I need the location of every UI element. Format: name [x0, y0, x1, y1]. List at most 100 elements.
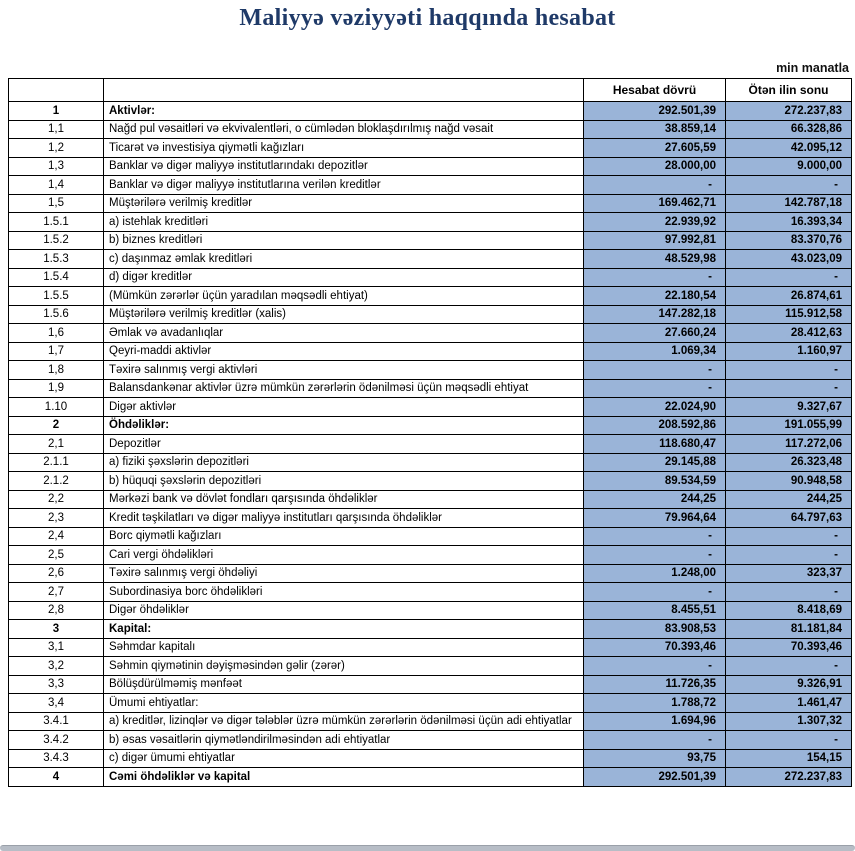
value-current-cell: 29.145,88	[583, 452, 726, 472]
value-current-cell: 28.000,00	[583, 156, 726, 176]
value-previous-cell: -	[725, 656, 852, 676]
row-number-cell: 2,1	[8, 434, 104, 454]
value-previous-cell: 8.418,69	[725, 600, 852, 620]
header-number-cell	[8, 78, 104, 102]
value-previous-cell: 43.023,09	[725, 249, 852, 269]
value-current-cell: 8.455,51	[583, 600, 726, 620]
value-previous-cell: 142.787,18	[725, 193, 852, 213]
row-description-cell: (Mümkün zərərlər üçün yaradılan məqsədli…	[103, 286, 584, 306]
row-number-cell: 1,5	[8, 193, 104, 213]
row-number-cell: 1.5.3	[8, 249, 104, 269]
value-previous-cell: 26.874,61	[725, 286, 852, 306]
table-row: 1 Aktivlər: 292.501,39 272.237,83	[8, 101, 852, 121]
row-number-cell: 1,2	[8, 138, 104, 158]
value-current-cell: 1.248,00	[583, 563, 726, 583]
value-current-cell: 79.964,64	[583, 508, 726, 528]
value-previous-cell: -	[725, 378, 852, 398]
row-description-cell: Kapital:	[103, 619, 584, 639]
table-row: 1,3 Banklar və digər maliyyə institutları…	[8, 156, 852, 176]
value-previous-cell: -	[725, 175, 852, 195]
row-description-cell: Balansdankənar aktivlər üzrə mümkün zərə…	[103, 378, 584, 398]
row-description-cell: Subordinasiya borc öhdəlikləri	[103, 582, 584, 602]
financial-statement-table: Hesabat dövrü Ötən ilin sonu 1 Aktivlər: 2…	[8, 78, 852, 787]
value-current-cell: 22.180,54	[583, 286, 726, 306]
value-current-cell: 93,75	[583, 748, 726, 768]
row-number-cell: 1,9	[8, 378, 104, 398]
value-current-cell: 169.462,71	[583, 193, 726, 213]
value-previous-cell: 9.326,91	[725, 674, 852, 694]
value-current-cell: 1.694,96	[583, 711, 726, 731]
value-current-cell: 1.069,34	[583, 341, 726, 361]
row-number-cell: 1,1	[8, 119, 104, 139]
table-row: 2.1.1 a) fiziki şəxslərin depozitləri 29.1…	[8, 452, 852, 472]
value-previous-cell: -	[725, 545, 852, 565]
table-row: 2,4 Borc qiymətli kağızları - -	[8, 526, 852, 546]
table-row: 1,5 Müştərilərə verilmiş kreditlər 169.462…	[8, 193, 852, 213]
table-row: 3,2 Səhmin qiymətinin dəyişməsindən gəlir…	[8, 656, 852, 676]
value-current-cell: 244,25	[583, 489, 726, 509]
row-description-cell: Digər aktivlər	[103, 397, 584, 417]
row-number-cell: 3,4	[8, 693, 104, 713]
row-description-cell: Mərkəzi bank və dövlət fondları qarşısın…	[103, 489, 584, 509]
page-title: Maliyyə vəziyyəti haqqında hesabat	[239, 5, 616, 31]
row-description-cell: Cəmi öhdəliklər və kapital	[103, 767, 584, 787]
table-row: 3 Kapital: 83.908,53 81.181,84	[8, 619, 852, 639]
value-current-cell: -	[583, 360, 726, 380]
table-row: 1,8 Təxirə salınmış vergi aktivləri - -	[8, 360, 852, 380]
value-previous-cell: 244,25	[725, 489, 852, 509]
table-row: 3,3 Bölüşdürülməmiş mənfəət 11.726,35 9.326…	[8, 674, 852, 694]
table-row: 1.5.1 a) istehlak kreditləri 22.939,92 16.3…	[8, 212, 852, 232]
row-number-cell: 2,3	[8, 508, 104, 528]
table-row: 2,6 Təxirə salınmış vergi öhdəliyi 1.248,0…	[8, 563, 852, 583]
value-current-cell: 1.788,72	[583, 693, 726, 713]
row-number-cell: 1,6	[8, 323, 104, 343]
header-current-period: Hesabat dövrü	[583, 78, 726, 102]
row-number-cell: 1,3	[8, 156, 104, 176]
row-description-cell: a) fiziki şəxslərin depozitləri	[103, 452, 584, 472]
value-current-cell: -	[583, 545, 726, 565]
row-number-cell: 4	[8, 767, 104, 787]
row-number-cell: 2,5	[8, 545, 104, 565]
row-description-cell: d) digər kreditlər	[103, 267, 584, 287]
value-current-cell: 208.592,86	[583, 415, 726, 435]
table-row: 2,3 Kredit təşkilatları və digər maliyyə …	[8, 508, 852, 528]
table-row: 1,9 Balansdankənar aktivlər üzrə mümkün z…	[8, 378, 852, 398]
value-current-cell: 22.939,92	[583, 212, 726, 232]
row-number-cell: 3.4.2	[8, 730, 104, 750]
value-previous-cell: 16.393,34	[725, 212, 852, 232]
value-current-cell: 38.859,14	[583, 119, 726, 139]
table-row: 1.5.3 c) daşınmaz əmlak kreditləri 48.529,…	[8, 249, 852, 269]
value-current-cell: -	[583, 656, 726, 676]
value-current-cell: -	[583, 267, 726, 287]
row-number-cell: 1.5.5	[8, 286, 104, 306]
row-number-cell: 3	[8, 619, 104, 639]
value-current-cell: 292.501,39	[583, 101, 726, 121]
value-previous-cell: -	[725, 267, 852, 287]
value-previous-cell: 272.237,83	[725, 101, 852, 121]
header-previous-year-end: Ötən ilin sonu	[725, 78, 852, 102]
row-description-cell: Müştərilərə verilmiş kreditlər	[103, 193, 584, 213]
row-number-cell: 1.10	[8, 397, 104, 417]
row-number-cell: 3,3	[8, 674, 104, 694]
row-description-cell: Kredit təşkilatları və digər maliyyə ins…	[103, 508, 584, 528]
row-description-cell: b) biznes kreditləri	[103, 230, 584, 250]
row-description-cell: Təxirə salınmış vergi aktivləri	[103, 360, 584, 380]
value-previous-cell: 1.307,32	[725, 711, 852, 731]
row-description-cell: Nağd pul vəsaitləri və ekvivalentləri, o…	[103, 119, 584, 139]
row-number-cell: 1,7	[8, 341, 104, 361]
value-current-cell: 89.534,59	[583, 471, 726, 491]
row-number-cell: 3,2	[8, 656, 104, 676]
value-current-cell: 27.660,24	[583, 323, 726, 343]
value-previous-cell: 9.327,67	[725, 397, 852, 417]
row-description-cell: a) kreditlər, lizinqlər və digər tələblə…	[103, 711, 584, 731]
row-number-cell: 2,8	[8, 600, 104, 620]
row-number-cell: 2,4	[8, 526, 104, 546]
table-row: 1,1 Nağd pul vəsaitləri və ekvivalentləri…	[8, 119, 852, 139]
row-description-cell: Ticarət və investisiya qiymətli kağızlar…	[103, 138, 584, 158]
value-previous-cell: 90.948,58	[725, 471, 852, 491]
row-description-cell: Müştərilərə verilmiş kreditlər (xalis)	[103, 304, 584, 324]
value-current-cell: 97.992,81	[583, 230, 726, 250]
table-row: 1,4 Banklar və digər maliyyə institutları…	[8, 175, 852, 195]
table-row: 2.1.2 b) hüquqi şəxslərin depozitləri 89.5…	[8, 471, 852, 491]
row-number-cell: 2.1.1	[8, 452, 104, 472]
